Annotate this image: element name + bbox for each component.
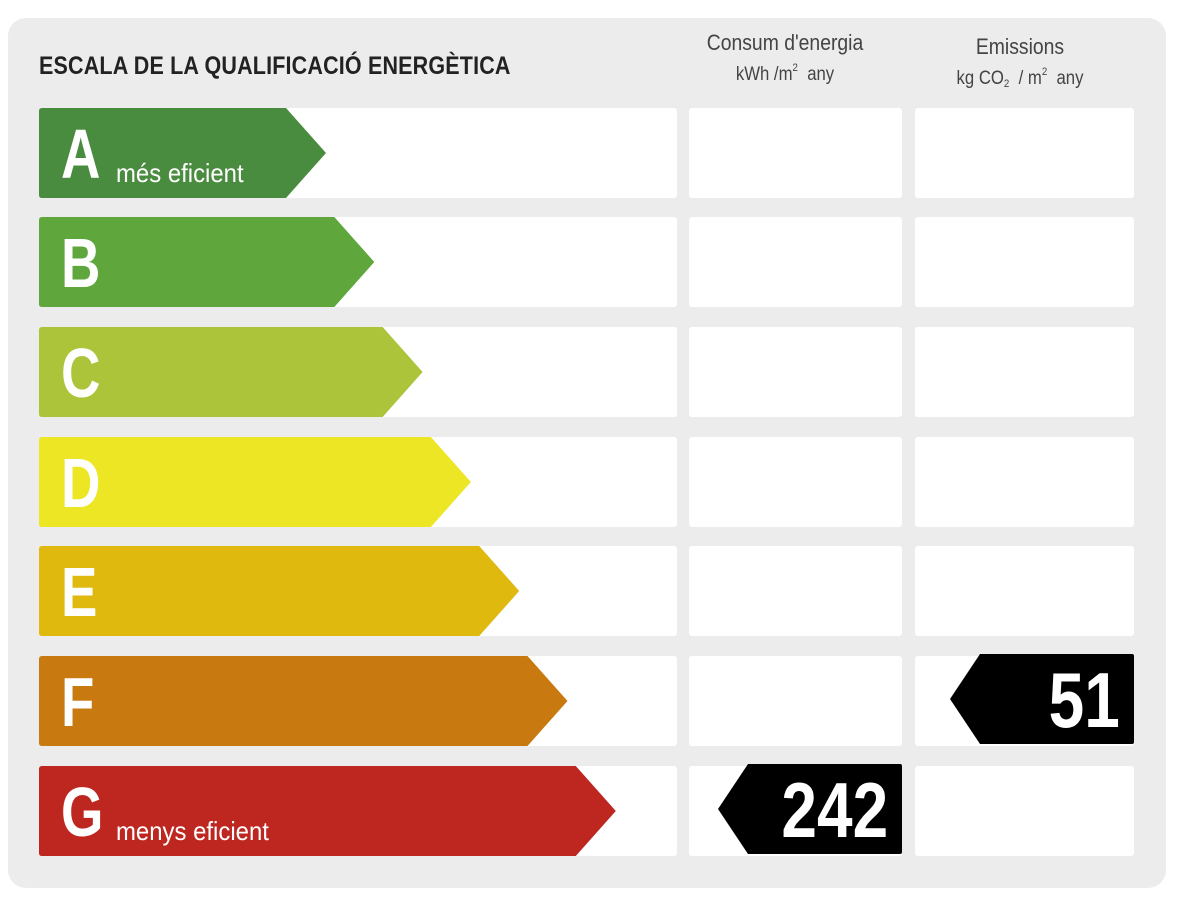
consum-value: 242 bbox=[781, 766, 888, 854]
emissions-cell bbox=[915, 217, 1134, 307]
rating-description: menys eficient bbox=[116, 816, 269, 846]
consum-cell bbox=[689, 656, 902, 746]
consum-cell bbox=[689, 217, 902, 307]
rating-letter: B bbox=[61, 224, 101, 302]
consum-label: Consum d'energia bbox=[706, 30, 864, 55]
consum-cell bbox=[689, 108, 902, 198]
emissions-cell bbox=[915, 546, 1134, 636]
consum-cell bbox=[689, 546, 902, 636]
consum-value-badge: 242 bbox=[718, 764, 902, 854]
consum-unit: kWh /m2 any bbox=[735, 62, 835, 85]
emissions-value: 51 bbox=[1048, 656, 1120, 744]
emissions-cell bbox=[915, 108, 1134, 198]
rating-description: més eficient bbox=[116, 158, 244, 188]
emissions-header: Emissions kg CO2 / m2 any bbox=[932, 34, 1108, 90]
rating-letter: E bbox=[61, 553, 98, 631]
emissions-cell bbox=[915, 437, 1134, 527]
rating-letter: G bbox=[61, 773, 104, 851]
emissions-unit: kg CO2 / m2 any bbox=[956, 66, 1084, 90]
page-title: ESCALA DE LA QUALIFICACIÓ ENERGÈTICA bbox=[39, 52, 511, 80]
rating-letter: F bbox=[61, 663, 95, 741]
emissions-cell bbox=[915, 766, 1134, 856]
rating-letter: A bbox=[61, 115, 101, 193]
consum-cell bbox=[689, 327, 902, 417]
consum-header: Consum d'energia kWh /m2 any bbox=[701, 30, 868, 86]
rating-letter: C bbox=[61, 334, 101, 412]
rating-letter: D bbox=[61, 444, 101, 522]
emissions-label: Emissions bbox=[975, 34, 1065, 59]
emissions-value-badge: 51 bbox=[950, 654, 1134, 744]
emissions-cell bbox=[915, 327, 1134, 417]
consum-cell bbox=[689, 437, 902, 527]
